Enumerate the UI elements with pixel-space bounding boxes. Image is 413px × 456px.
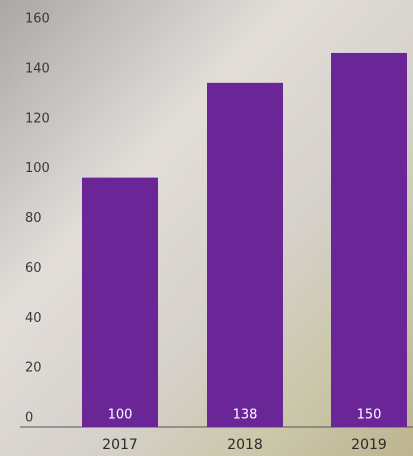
x-tick-label: 2019: [351, 437, 387, 453]
y-tick-label: 60: [25, 261, 42, 276]
y-tick-label: 120: [25, 111, 50, 126]
x-tick-label: 2017: [102, 437, 138, 453]
bar: [331, 52, 407, 427]
y-tick-label: 140: [25, 61, 50, 76]
bar: [82, 177, 158, 427]
y-tick-label: 40: [25, 311, 42, 326]
value-label: 138: [233, 408, 258, 423]
y-tick-label: 20: [25, 361, 42, 376]
y-tick-label: 100: [25, 161, 50, 176]
value-label: 100: [108, 408, 133, 423]
y-tick-label: 0: [25, 411, 33, 426]
y-tick-label: 80: [25, 211, 42, 226]
x-tick-label: 2018: [227, 437, 263, 453]
value-label: 150: [357, 408, 382, 423]
y-tick-label: 160: [25, 12, 50, 27]
bar: [207, 82, 283, 428]
